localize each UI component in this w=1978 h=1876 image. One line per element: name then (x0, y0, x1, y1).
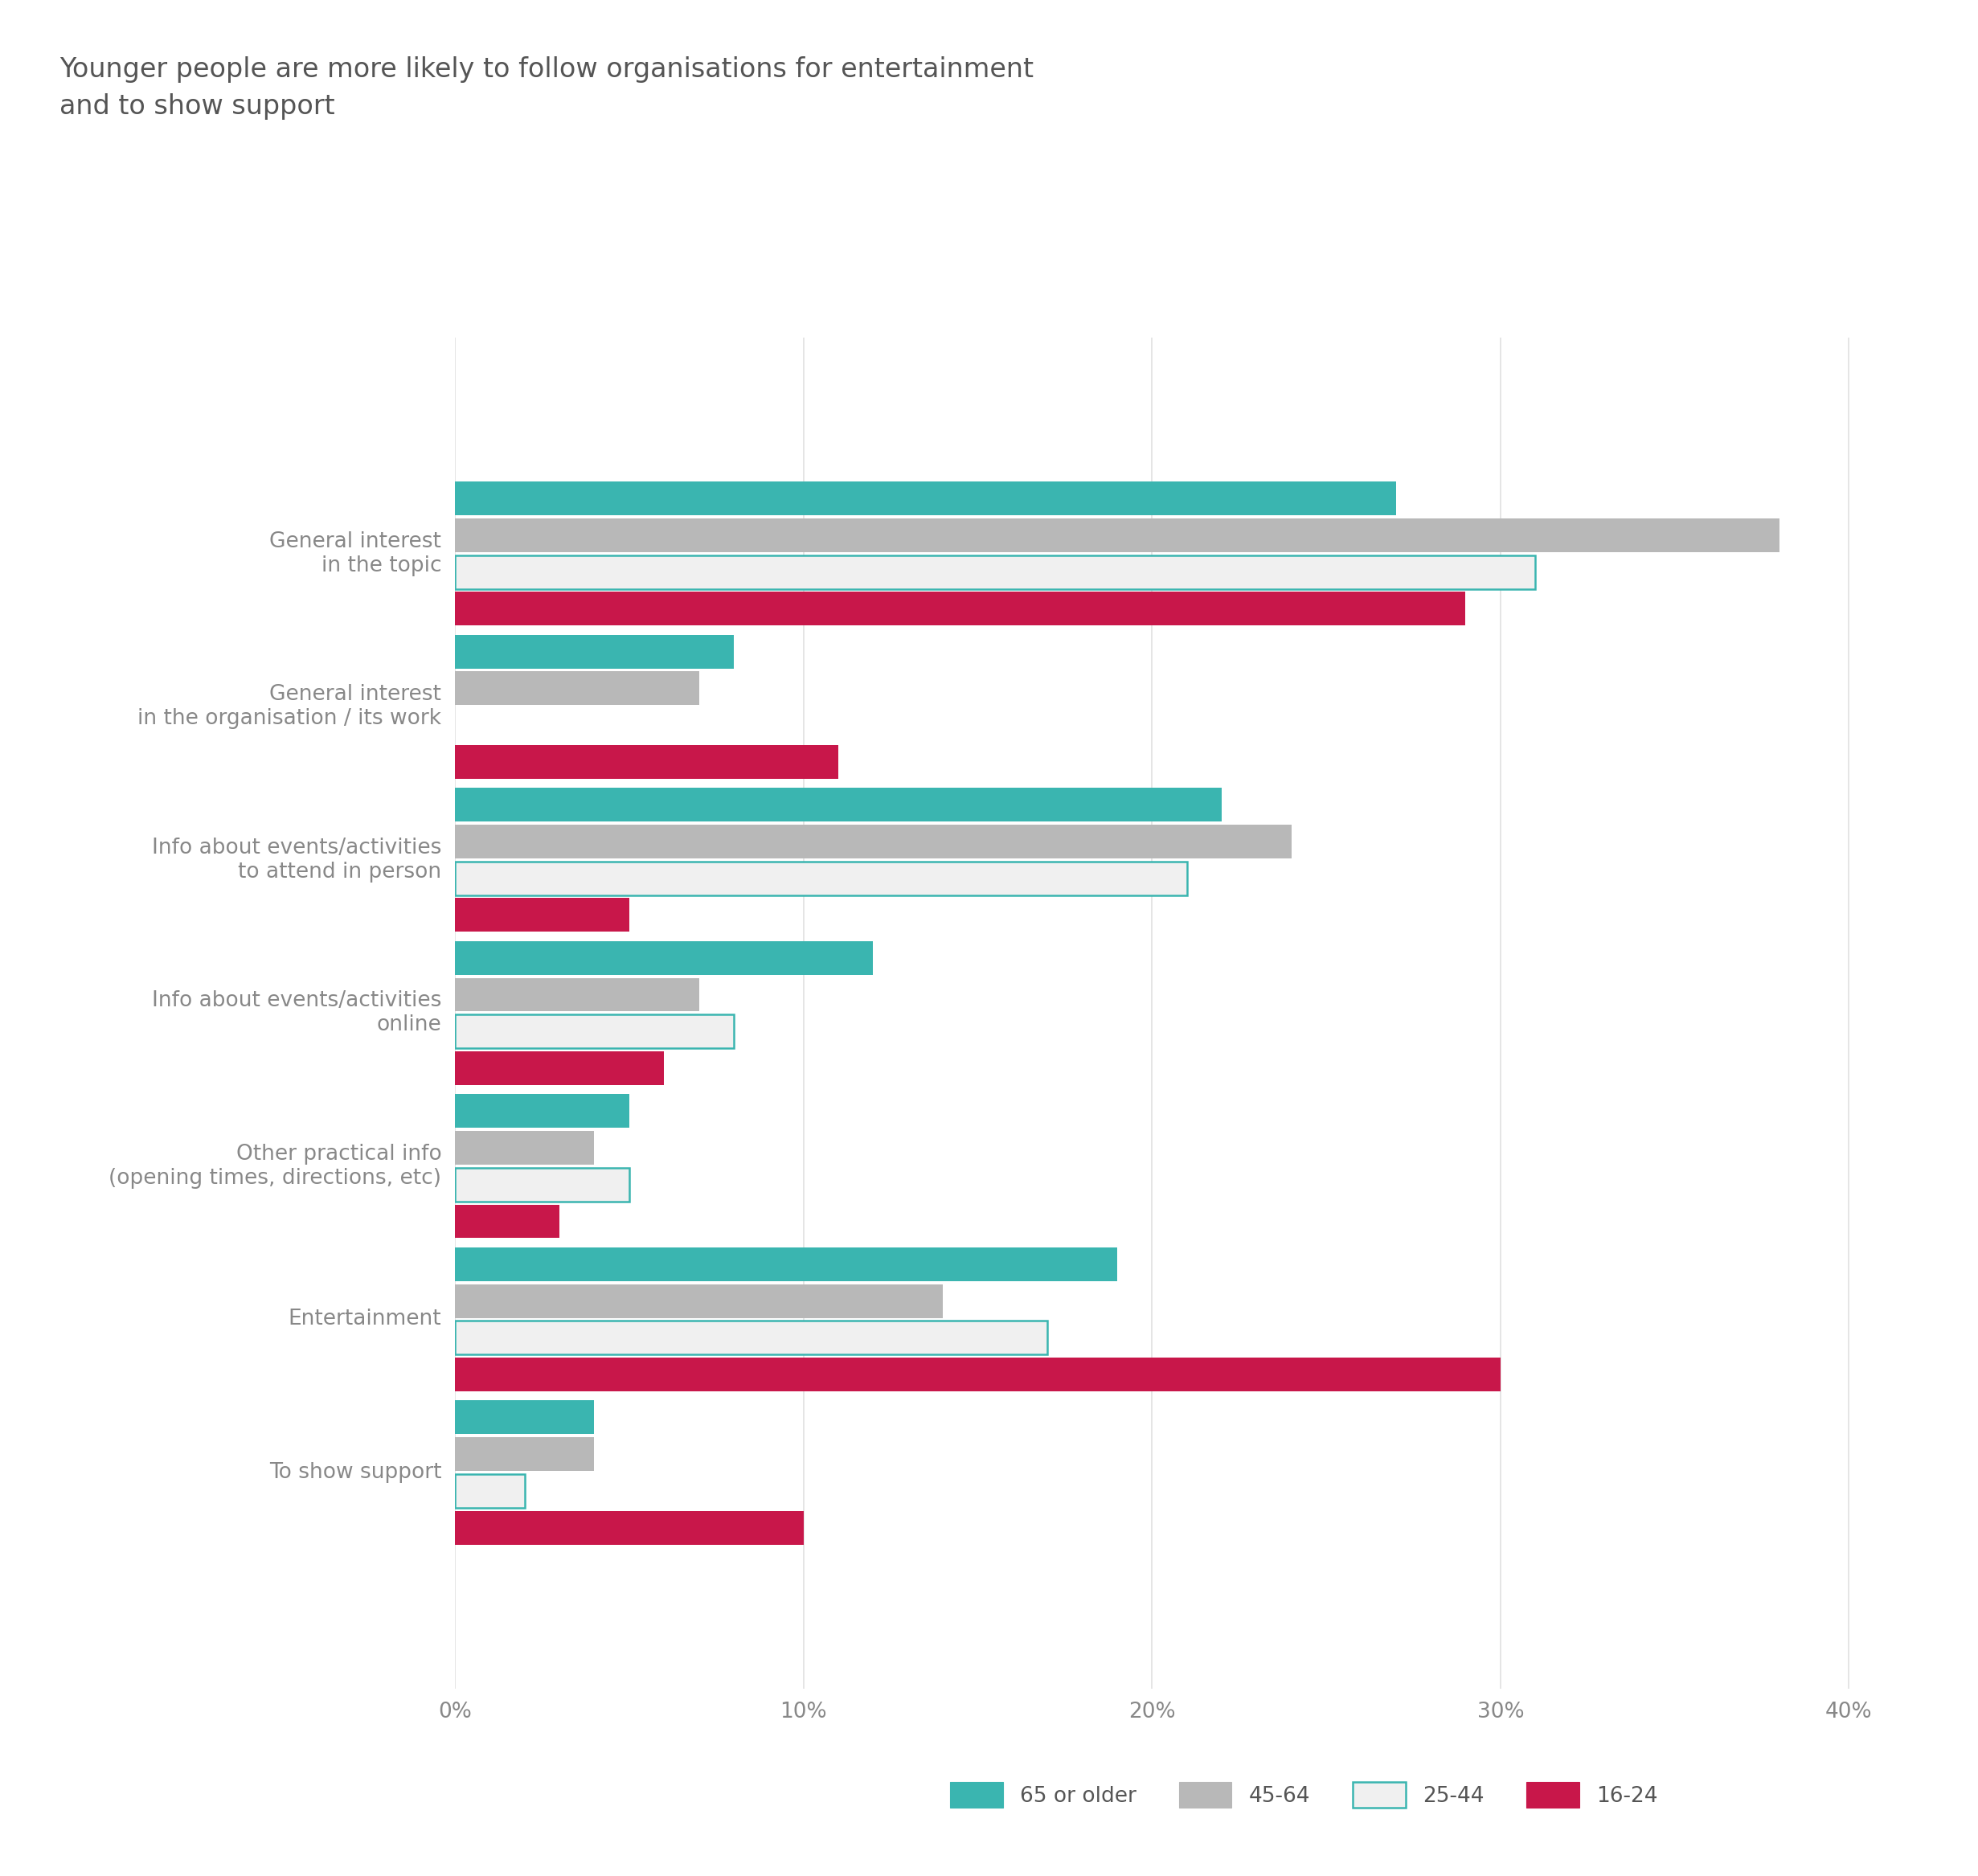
Bar (455, 593, 1466, 625)
Bar (455, 788, 1222, 822)
Bar (455, 1131, 593, 1165)
Bar (455, 1094, 629, 1127)
Bar (455, 1358, 1501, 1392)
Bar (455, 1401, 593, 1433)
Bar (455, 825, 1292, 859)
Bar (455, 861, 1187, 895)
Bar (455, 1283, 944, 1317)
Bar (455, 1510, 803, 1544)
Bar (455, 1437, 593, 1471)
Bar (455, 977, 698, 1011)
Bar (455, 1167, 629, 1201)
Bar (455, 1015, 734, 1049)
Bar (455, 482, 1396, 516)
Bar (455, 1248, 1118, 1281)
Bar (455, 634, 734, 668)
Text: Younger people are more likely to follow organisations for entertainment
and to : Younger people are more likely to follow… (59, 56, 1033, 120)
Bar (455, 1051, 665, 1084)
Bar (455, 1475, 524, 1508)
Bar (455, 555, 1535, 589)
Bar (455, 1321, 1048, 1354)
Legend: 65 or older, 45-64, 25-44, 16-24: 65 or older, 45-64, 25-44, 16-24 (942, 1773, 1665, 1816)
Bar (455, 745, 839, 779)
Bar (455, 1204, 560, 1238)
Bar (455, 672, 698, 705)
Bar (455, 942, 872, 976)
Bar (455, 899, 629, 932)
Bar (455, 518, 1780, 552)
